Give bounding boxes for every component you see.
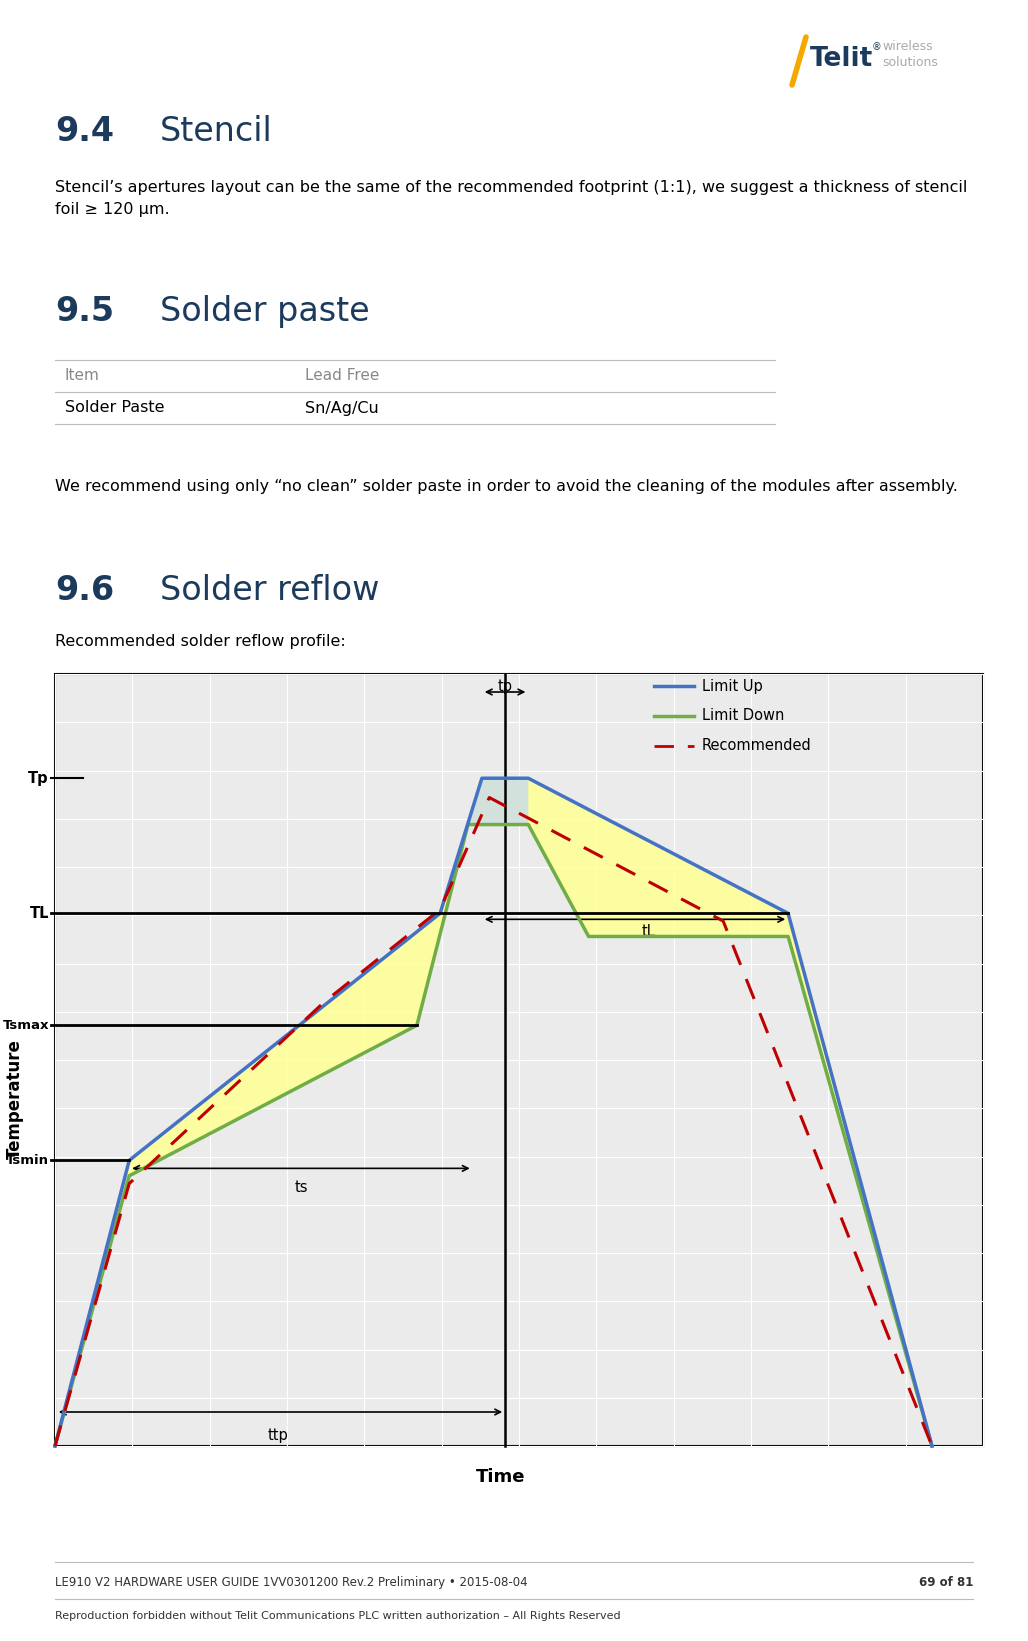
Text: TL: TL xyxy=(30,906,49,921)
Text: Lead Free: Lead Free xyxy=(305,369,379,384)
Text: Sn/Ag/Cu: Sn/Ag/Cu xyxy=(305,400,378,415)
Text: Tp: Tp xyxy=(29,771,49,786)
Text: solutions: solutions xyxy=(882,56,938,69)
Text: 9.6: 9.6 xyxy=(56,574,114,607)
Text: Tsmin: Tsmin xyxy=(6,1154,49,1167)
Text: 9.5: 9.5 xyxy=(56,295,114,328)
Polygon shape xyxy=(440,778,528,914)
Text: Tsmax: Tsmax xyxy=(2,1019,49,1032)
Text: Solder reflow: Solder reflow xyxy=(160,574,379,607)
Text: Stencil: Stencil xyxy=(160,115,272,148)
Text: Item: Item xyxy=(65,369,100,384)
Text: We recommend using only “no clean” solder paste in order to avoid the cleaning o: We recommend using only “no clean” solde… xyxy=(56,479,958,494)
Text: Telit: Telit xyxy=(810,46,873,72)
Text: ttp: ttp xyxy=(267,1428,288,1442)
Text: Stencil’s apertures layout can be the same of the recommended footprint (1:1), w: Stencil’s apertures layout can be the sa… xyxy=(56,181,967,217)
Text: Limit Up: Limit Up xyxy=(701,678,763,694)
Text: tp: tp xyxy=(498,679,513,694)
Bar xyxy=(56,674,983,1446)
Text: wireless: wireless xyxy=(882,41,932,54)
Text: Limit Down: Limit Down xyxy=(701,709,784,724)
Text: Solder paste: Solder paste xyxy=(160,295,370,328)
Text: Temperature: Temperature xyxy=(6,1039,24,1159)
Text: 9.4: 9.4 xyxy=(56,115,114,148)
Text: Recommended: Recommended xyxy=(701,738,811,753)
Text: ts: ts xyxy=(294,1180,307,1195)
Text: Reproduction forbidden without Telit Communications PLC written authorization – : Reproduction forbidden without Telit Com… xyxy=(56,1611,621,1621)
Text: Time: Time xyxy=(476,1469,525,1487)
Text: tL: tL xyxy=(642,924,656,939)
Text: LE910 V2 HARDWARE USER GUIDE 1VV0301200 Rev.2 Preliminary • 2015-08-04: LE910 V2 HARDWARE USER GUIDE 1VV0301200 … xyxy=(56,1575,527,1588)
Text: Recommended solder reflow profile:: Recommended solder reflow profile: xyxy=(56,633,345,648)
Polygon shape xyxy=(56,778,932,1446)
Text: ®: ® xyxy=(872,43,882,53)
Text: 69 of 81: 69 of 81 xyxy=(919,1575,972,1588)
Text: Solder Paste: Solder Paste xyxy=(65,400,164,415)
